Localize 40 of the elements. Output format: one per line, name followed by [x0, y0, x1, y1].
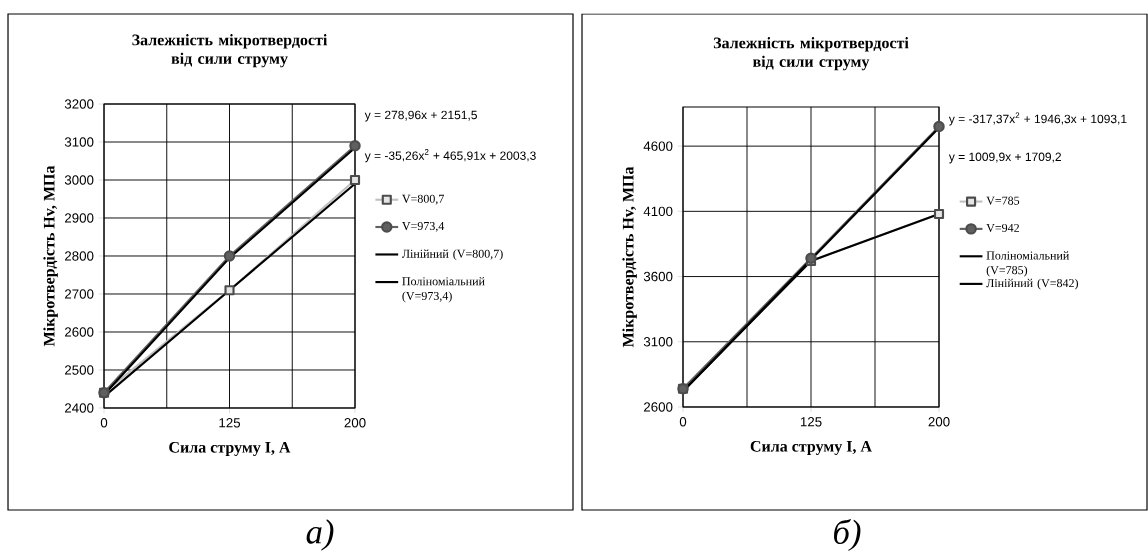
- y-tick-label: 2600: [643, 402, 673, 412]
- chart-title: Залежність мікротвердості від сили струму: [132, 34, 328, 68]
- x-tick-label: 0: [679, 417, 687, 427]
- y-axis-title: Мікротвердість Hv, МПа: [622, 167, 637, 348]
- y-tick-label: 3200: [64, 99, 94, 109]
- y-tick-label: 3100: [64, 137, 94, 147]
- y-tick-label: 2800: [64, 251, 94, 261]
- y-tick-label: 2400: [64, 403, 94, 413]
- text: y = -317,37x$^{2}$ + 1946,3x + 1093,1: [948, 112, 1127, 126]
- legend-label: Лінійний (V=800,7): [402, 249, 503, 261]
- x-tick-label: 125: [219, 418, 241, 428]
- text: y = 1009,9x + 1709,2: [948, 152, 1061, 164]
- y-axis-title: Мікротвердість Hv, МПа: [43, 166, 58, 347]
- text: y = -35,26x$^{2}$ + 465,91x + 2003,3: [364, 149, 536, 163]
- legend-label: V=973,4: [402, 222, 445, 233]
- legend-label: Поліноміальний (V=785): [986, 251, 1070, 277]
- x-tick-label: 125: [800, 417, 822, 427]
- text: б): [834, 519, 861, 552]
- y-tick-label: 2900: [64, 213, 94, 223]
- legend-label: V=785: [986, 196, 1020, 205]
- x-axis-title: Сила струму I, А: [169, 442, 291, 457]
- y-tick-label: 4600: [643, 141, 673, 152]
- legend-label: V=942: [986, 224, 1019, 233]
- y-tick-label: 2500: [64, 365, 94, 375]
- y-tick-label: 3000: [64, 175, 94, 185]
- x-tick-label: 200: [344, 418, 366, 428]
- y-tick-label: 2700: [64, 289, 94, 299]
- y-tick-label: 2600: [64, 327, 94, 337]
- text: y = 278,96x + 2151,5: [364, 110, 477, 122]
- x-axis-title: Сила струму I, А: [750, 441, 872, 456]
- legend-label: Лінійний (V=842): [986, 278, 1078, 290]
- y-tick-label: 4100: [643, 206, 673, 217]
- legend-label: Поліноміальний (V=973,4): [402, 277, 485, 303]
- legend-label: V=800,7: [402, 194, 444, 205]
- chart-title: Залежність мікротвердості від сили струму: [713, 37, 909, 71]
- y-tick-label: 3100: [643, 337, 673, 347]
- text: а): [306, 519, 334, 551]
- y-tick-label: 3600: [643, 272, 673, 282]
- x-tick-label: 200: [928, 417, 950, 427]
- x-tick-label: 0: [100, 418, 108, 428]
